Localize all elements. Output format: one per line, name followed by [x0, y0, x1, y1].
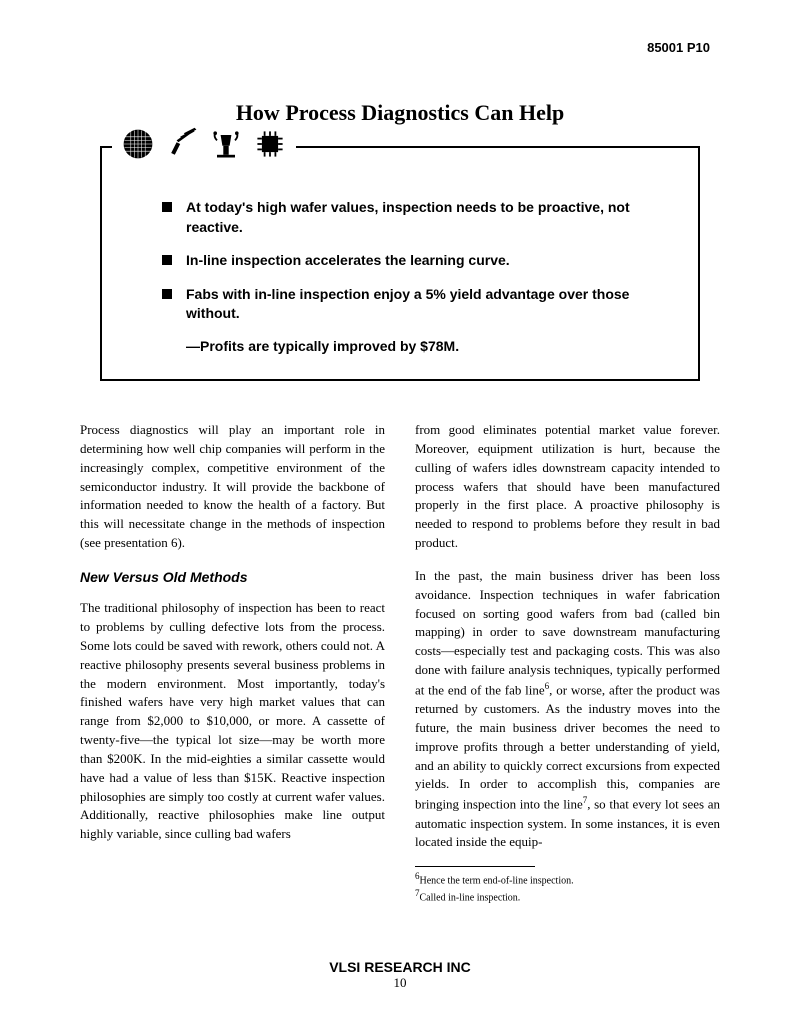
- chip-icon: [252, 126, 288, 162]
- callout-box: At today's high wafer values, inspection…: [100, 146, 700, 381]
- bullet-text: At today's high wafer values, inspection…: [186, 198, 668, 237]
- bullet-item: At today's high wafer values, inspection…: [162, 198, 668, 237]
- bullet-marker-icon: [162, 255, 172, 265]
- bullet-marker-icon: [162, 202, 172, 212]
- inspection-machine-icon: [208, 126, 244, 162]
- bullet-text: In-line inspection accelerates the learn…: [186, 251, 668, 271]
- document-code: 85001 P10: [647, 40, 710, 55]
- bullet-item: In-line inspection accelerates the learn…: [162, 251, 668, 271]
- page-number: 10: [0, 975, 800, 991]
- footnote: 6Hence the term end-of-line inspection.: [415, 871, 720, 887]
- section-subhead: New Versus Old Methods: [80, 567, 385, 587]
- footnote-rule: [415, 866, 535, 867]
- left-column: Process diagnostics will play an importa…: [80, 421, 385, 904]
- summary-line: —Profits are typically improved by $78M.: [186, 338, 668, 354]
- body-columns: Process diagnostics will play an importa…: [80, 421, 720, 904]
- footnote-text: Called in-line inspection.: [420, 892, 521, 903]
- wafer-disc-icon: [120, 126, 156, 162]
- right-column: from good eliminates potential market va…: [415, 421, 720, 904]
- bullet-marker-icon: [162, 289, 172, 299]
- footnote: 7Called in-line inspection.: [415, 888, 720, 904]
- paragraph: Process diagnostics will play an importa…: [80, 421, 385, 553]
- page-title: How Process Diagnostics Can Help: [80, 100, 720, 126]
- paragraph-text: , or worse, after the product was return…: [415, 682, 720, 811]
- bullet-text: Fabs with in-line inspection enjoy a 5% …: [186, 285, 668, 324]
- paragraph-text: In the past, the main business driver ha…: [415, 568, 720, 697]
- footer-org: VLSI RESEARCH INC: [0, 959, 800, 975]
- hand-tool-icon: [164, 126, 200, 162]
- bullet-item: Fabs with in-line inspection enjoy a 5% …: [162, 285, 668, 324]
- bullet-list: At today's high wafer values, inspection…: [162, 198, 668, 324]
- footnote-text: Hence the term end-of-line inspection.: [420, 876, 574, 887]
- paragraph: from good eliminates potential market va…: [415, 421, 720, 553]
- paragraph: The traditional philosophy of inspection…: [80, 599, 385, 844]
- page-footer: VLSI RESEARCH INC 10: [0, 959, 800, 991]
- icon-row: [112, 126, 296, 162]
- paragraph: In the past, the main business driver ha…: [415, 567, 720, 852]
